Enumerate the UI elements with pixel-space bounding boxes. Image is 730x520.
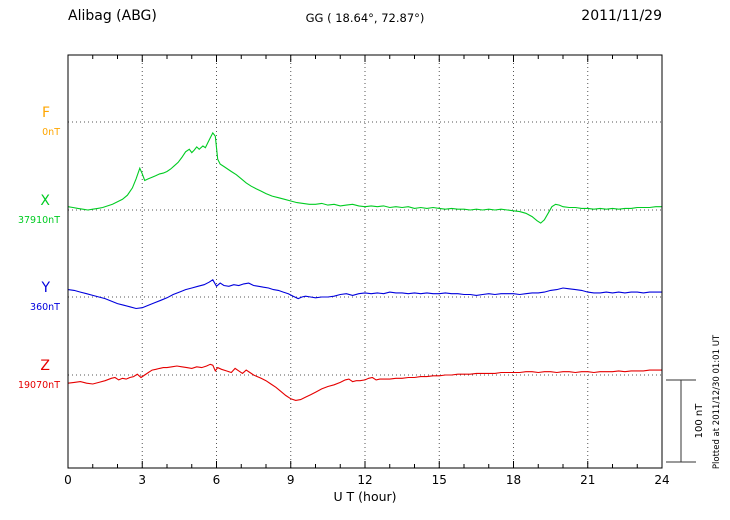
x-tick-label: 18 <box>506 473 521 487</box>
plot-frame <box>67 54 663 469</box>
channel-Z-baseline-value: 19070nT <box>17 380 60 391</box>
channel-F-baseline-value: 0nT <box>42 127 60 138</box>
trace-X <box>67 131 662 224</box>
x-tick-label: 0 <box>64 473 72 487</box>
channel-Y-label: Y <box>41 280 50 296</box>
trace-Z <box>67 363 662 401</box>
channel-Y-baseline-value: 360nT <box>30 302 60 313</box>
x-tick-label: 24 <box>654 473 669 487</box>
x-tick-label: 3 <box>138 473 146 487</box>
channel-X-label: X <box>40 193 50 209</box>
channel-Z-label: Z <box>40 358 50 374</box>
channel-label-column: F 0nT X 37910nT Y 360nT Z 19070nT <box>0 0 62 520</box>
x-tick-label: 15 <box>432 473 447 487</box>
x-tick-label: 21 <box>580 473 595 487</box>
x-axis-title: U T (hour) <box>333 489 397 504</box>
plotted-at-note: Plotted at 2011/12/30 01:01 UT <box>712 334 722 469</box>
x-tick-label: 12 <box>357 473 372 487</box>
trace-Y <box>67 279 662 310</box>
geo-coordinates: GG ( 18.64°, 72.87°) <box>305 11 425 25</box>
station-title: Alibag (ABG) <box>68 8 157 24</box>
x-tick-label: 6 <box>213 473 221 487</box>
scale-bar-label: 100 nT <box>694 403 705 439</box>
x-tick-label: 9 <box>287 473 295 487</box>
channel-F-label: F <box>41 105 50 121</box>
plot-date: 2011/11/29 <box>581 8 662 24</box>
channel-X-baseline-value: 37910nT <box>17 215 60 226</box>
